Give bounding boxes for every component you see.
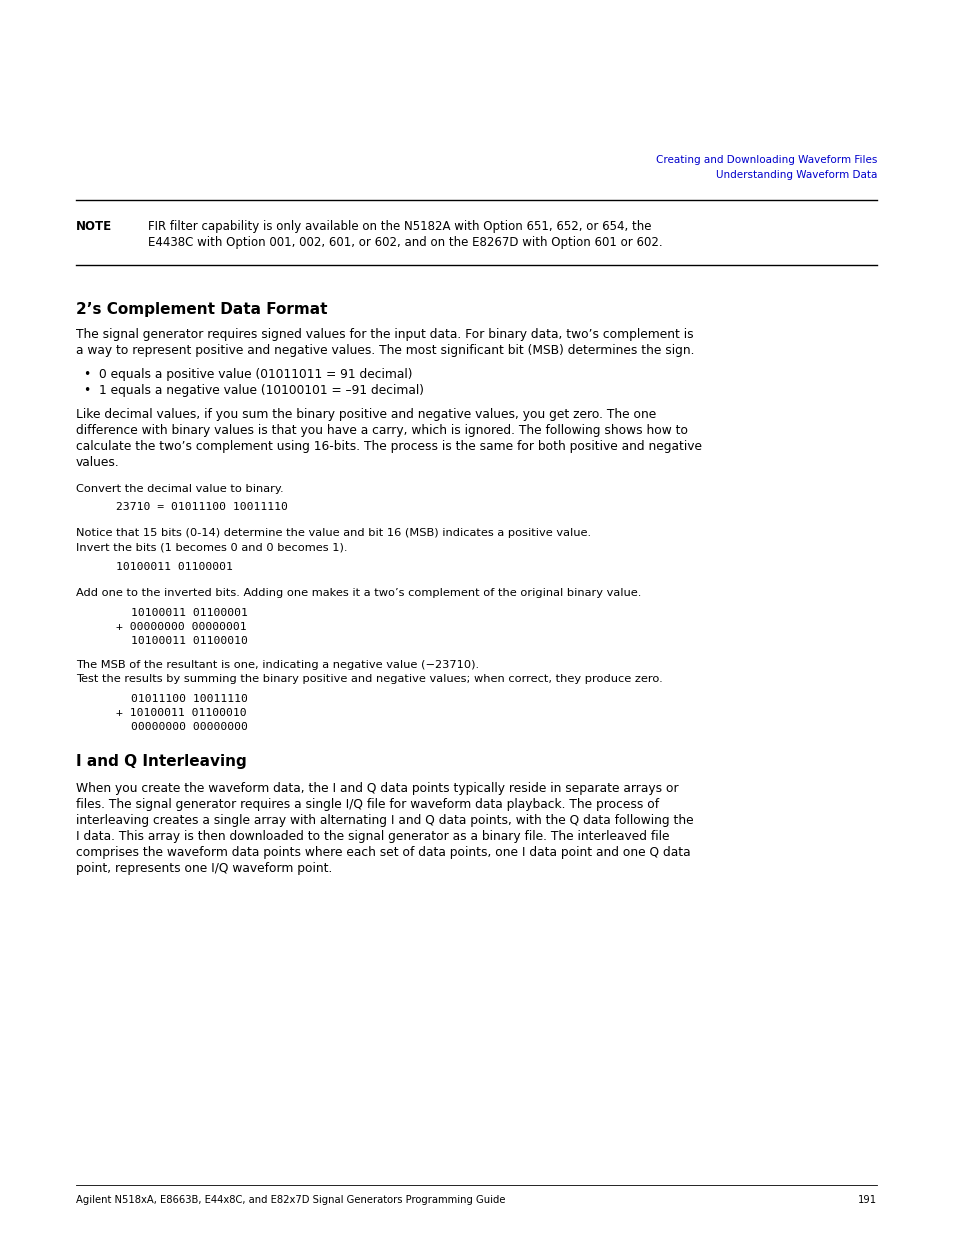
Text: •  0 equals a positive value (01011011 = 91 decimal): • 0 equals a positive value (01011011 = … — [84, 368, 412, 382]
Text: The signal generator requires signed values for the input data. For binary data,: The signal generator requires signed val… — [76, 329, 693, 341]
Text: a way to represent positive and negative values. The most significant bit (MSB) : a way to represent positive and negative… — [76, 345, 694, 357]
Text: FIR filter capability is only available on the N5182A with Option 651, 652, or 6: FIR filter capability is only available … — [148, 220, 651, 233]
Text: calculate the two’s complement using 16-bits. The process is the same for both p: calculate the two’s complement using 16-… — [76, 440, 701, 453]
Text: values.: values. — [76, 456, 120, 469]
Text: 10100011 01100001: 10100011 01100001 — [131, 608, 248, 618]
Text: 10100011 01100010: 10100011 01100010 — [131, 636, 248, 646]
Text: 01011100 10011110: 01011100 10011110 — [131, 694, 248, 704]
Text: The MSB of the resultant is one, indicating a negative value (−23710).: The MSB of the resultant is one, indicat… — [76, 659, 478, 671]
Text: 00000000 00000000: 00000000 00000000 — [131, 722, 248, 732]
Text: 2’s Complement Data Format: 2’s Complement Data Format — [76, 303, 327, 317]
Text: Convert the decimal value to binary.: Convert the decimal value to binary. — [76, 484, 283, 494]
Text: 23710 = 01011100 10011110: 23710 = 01011100 10011110 — [116, 501, 288, 513]
Text: files. The signal generator requires a single I/Q file for waveform data playbac: files. The signal generator requires a s… — [76, 798, 659, 811]
Text: Test the results by summing the binary positive and negative values; when correc: Test the results by summing the binary p… — [76, 674, 662, 684]
Text: I and Q Interleaving: I and Q Interleaving — [76, 755, 247, 769]
Text: point, represents one I/Q waveform point.: point, represents one I/Q waveform point… — [76, 862, 332, 876]
Text: + 10100011 01100010: + 10100011 01100010 — [116, 708, 247, 718]
Text: Invert the bits (1 becomes 0 and 0 becomes 1).: Invert the bits (1 becomes 0 and 0 becom… — [76, 542, 347, 552]
Text: Add one to the inverted bits. Adding one makes it a two’s complement of the orig: Add one to the inverted bits. Adding one… — [76, 588, 640, 598]
Text: I data. This array is then downloaded to the signal generator as a binary file. : I data. This array is then downloaded to… — [76, 830, 669, 844]
Text: E4438C with Option 001, 002, 601, or 602, and on the E8267D with Option 601 or 6: E4438C with Option 001, 002, 601, or 602… — [148, 236, 662, 249]
Text: Understanding Waveform Data: Understanding Waveform Data — [715, 170, 876, 180]
Text: Creating and Downloading Waveform Files: Creating and Downloading Waveform Files — [655, 156, 876, 165]
Text: comprises the waveform data points where each set of data points, one I data poi: comprises the waveform data points where… — [76, 846, 690, 860]
Text: difference with binary values is that you have a carry, which is ignored. The fo: difference with binary values is that yo… — [76, 424, 687, 437]
Text: Like decimal values, if you sum the binary positive and negative values, you get: Like decimal values, if you sum the bina… — [76, 408, 656, 421]
Text: NOTE: NOTE — [76, 220, 112, 233]
Text: Notice that 15 bits (0-14) determine the value and bit 16 (MSB) indicates a posi: Notice that 15 bits (0-14) determine the… — [76, 529, 591, 538]
Text: When you create the waveform data, the I and Q data points typically reside in s: When you create the waveform data, the I… — [76, 782, 678, 795]
Text: + 00000000 00000001: + 00000000 00000001 — [116, 622, 247, 632]
Text: 10100011 01100001: 10100011 01100001 — [116, 562, 233, 572]
Text: 191: 191 — [857, 1195, 876, 1205]
Text: interleaving creates a single array with alternating I and Q data points, with t: interleaving creates a single array with… — [76, 814, 693, 827]
Text: Agilent N518xA, E8663B, E44x8C, and E82x7D Signal Generators Programming Guide: Agilent N518xA, E8663B, E44x8C, and E82x… — [76, 1195, 505, 1205]
Text: •  1 equals a negative value (10100101 = –91 decimal): • 1 equals a negative value (10100101 = … — [84, 384, 423, 396]
